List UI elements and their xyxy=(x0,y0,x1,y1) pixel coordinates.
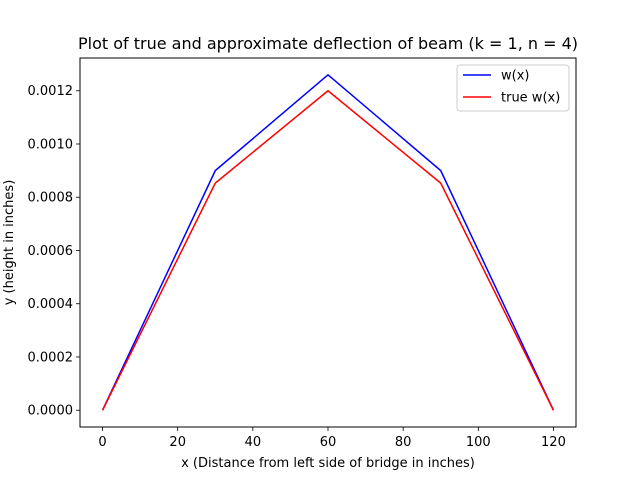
y-tick-label: 0.0002 xyxy=(28,350,74,365)
x-tick-label: 80 xyxy=(395,435,412,450)
y-tick-label: 0.0010 xyxy=(28,137,74,152)
x-tick-label: 0 xyxy=(98,435,106,450)
legend-box xyxy=(456,64,570,112)
y-axis-label: y (height in inches) xyxy=(2,180,17,306)
series-line-1 xyxy=(101,74,555,411)
y-axis: 0.0000 0.0002 0.0004 0.0006 0.0008 0.0010 0.00… xyxy=(28,84,80,419)
plot-series xyxy=(101,74,555,411)
legend-label-2: true w(x) xyxy=(501,91,560,106)
legend-label-1: w(x) xyxy=(501,69,529,84)
chart-title: Plot of true and approximate deflection … xyxy=(78,34,578,53)
x-tick-label: 120 xyxy=(541,435,566,450)
x-tick-label: 40 xyxy=(245,435,262,450)
x-tick-label: 60 xyxy=(320,435,337,450)
x-tick-label: 100 xyxy=(466,435,491,450)
series-line-2 xyxy=(101,90,555,411)
x-tick-label: 20 xyxy=(169,435,186,450)
y-tick-label: 0.0012 xyxy=(28,84,74,99)
x-axis: 0 20 40 60 80 100 120 xyxy=(98,427,566,450)
x-axis-label: x (Distance from left side of bridge in … xyxy=(181,456,475,471)
y-tick-label: 0.0000 xyxy=(28,404,74,419)
y-tick-label: 0.0008 xyxy=(28,191,74,206)
legend: w(x) true w(x) xyxy=(456,64,570,112)
y-tick-label: 0.0006 xyxy=(28,244,74,259)
y-tick-label: 0.0004 xyxy=(28,297,74,312)
